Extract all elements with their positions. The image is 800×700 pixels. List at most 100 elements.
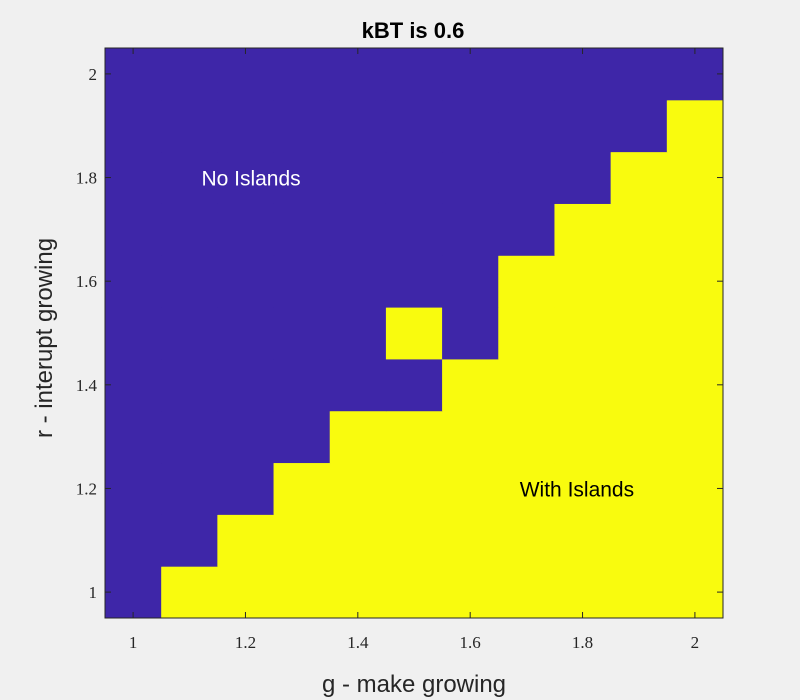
heatmap-cell [666,48,724,101]
heatmap-cell [385,99,443,153]
heatmap-cell [329,99,387,153]
heatmap-cell [554,358,612,412]
heatmap-cell [385,514,443,567]
heatmap-cell [610,307,668,360]
heatmap-cell [610,151,668,204]
heatmap-cell [554,99,612,153]
heatmap-cell [217,48,275,101]
heatmap-cell [329,566,387,619]
heatmap-cell [217,203,275,256]
heatmap-cell [105,99,162,153]
heatmap-cell [273,358,331,412]
x-tick-label: 1.4 [347,633,369,652]
heatmap-cell [273,566,331,619]
y-tick-label: 1.4 [76,376,98,395]
heatmap-cell [666,99,724,153]
heatmap-cell [554,514,612,567]
chart-title: kBT is 0.6 [362,18,465,43]
heatmap-cell [554,203,612,256]
heatmap-cells [105,48,724,619]
heatmap-cell [498,151,555,204]
heatmap-cell [498,566,555,619]
heatmap-cell [385,410,443,464]
heatmap-cell [329,358,387,412]
heatmap-cell [105,48,162,101]
heatmap-cell [666,307,724,360]
heatmap-cell [329,48,387,101]
annotation-label: With Islands [520,478,634,501]
heatmap-cell [329,203,387,256]
heatmap-cell [554,255,612,308]
y-tick-label: 1 [89,583,98,602]
heatmap-cell [610,48,668,101]
heatmap-cell [217,566,275,619]
heatmap-cell [161,255,218,308]
heatmap-cell [161,358,218,412]
heatmap-cell [554,307,612,360]
heatmap-cell [498,410,555,464]
y-tick-label: 1.2 [76,479,97,498]
heatmap-cell [666,462,724,515]
heatmap-cell [385,48,443,101]
heatmap-cell [442,203,499,256]
heatmap-cell [273,514,331,567]
heatmap-cell [217,514,275,567]
heatmap-cell [105,410,162,464]
heatmap-cell [666,255,724,308]
heatmap-cell [610,514,668,567]
heatmap-cell [442,514,499,567]
heatmap-cell [442,410,499,464]
heatmap-cell [329,514,387,567]
annotations: No Islands With Islands [201,168,634,502]
heatmap-cell [666,203,724,256]
heatmap-cell [161,462,218,515]
heatmap-cell [273,255,331,308]
heatmap-cell [217,307,275,360]
heatmap-cell [329,151,387,204]
heatmap-cell [161,151,218,204]
heatmap-cell [610,203,668,256]
heatmap-cell [105,462,162,515]
heatmap-cell [442,99,499,153]
heatmap-cell [498,462,555,515]
heatmap-cell [498,48,555,101]
heatmap-cell [666,514,724,567]
heatmap-cell [498,99,555,153]
heatmap-cell [554,462,612,515]
heatmap-cell [329,462,387,515]
heatmap-cell [554,48,612,101]
heatmap-cell [498,307,555,360]
heatmap-cell [385,307,443,360]
heatmap-cell [105,255,162,308]
x-tick-label: 2 [691,633,700,652]
heatmap-cell [273,307,331,360]
heatmap-cell [105,307,162,360]
heatmap-cell [442,358,499,412]
heatmap-cell [610,410,668,464]
heatmap-cell [105,203,162,256]
heatmap-cell [610,255,668,308]
heatmap-cell [217,462,275,515]
heatmap-cell [666,358,724,412]
heatmap-cell [385,566,443,619]
heatmap-cell [161,566,218,619]
heatmap-cell [105,566,162,619]
heatmap-cell [161,48,218,101]
heatmap-cell [554,410,612,464]
heatmap-cell [385,358,443,412]
heatmap-cell [442,48,499,101]
heatmap-cell [161,99,218,153]
heatmap-cell [385,151,443,204]
heatmap-cell [217,99,275,153]
y-axis-label: r - interupt growing [31,238,58,438]
heatmap-cell [217,410,275,464]
heatmap-cell [554,566,612,619]
heatmap-cell [273,48,331,101]
heatmap-cell [273,410,331,464]
heatmap-cell [498,514,555,567]
heatmap-cell [666,151,724,204]
heatmap-cell [273,99,331,153]
heatmap-cell [329,307,387,360]
heatmap-cell [385,203,443,256]
